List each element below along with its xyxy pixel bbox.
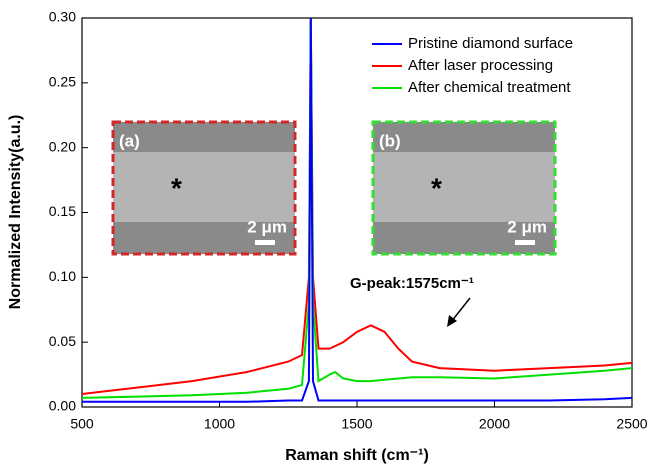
y-tick-label: 0.15 [49,203,76,219]
y-tick-label: 0.05 [49,333,76,349]
x-tick-label: 1000 [204,416,235,432]
legend-label: After chemical treatment [408,79,571,96]
inset-scale: 2 μm [247,217,287,236]
y-tick-label: 0.10 [49,268,76,284]
annotation: G-peak:1575cm⁻¹ [350,275,474,292]
y-tick-label: 0.30 [49,9,76,25]
y-tick-label: 0.25 [49,74,76,90]
chart: Raman shift (cm⁻¹) Normalized Intensity(… [0,0,660,469]
y-tick-label: 0.00 [49,398,76,414]
inset-label: (a) [119,131,140,150]
x-tick-label: 500 [70,416,94,432]
scale-bar [515,240,535,245]
legend-label: Pristine diamond surface [408,35,573,52]
inset-scale: 2 μm [507,217,547,236]
inset-marker: * [171,172,182,203]
scale-bar [255,240,275,245]
inset-label: (b) [379,131,401,150]
x-tick-label: 2000 [479,416,510,432]
x-tick-label: 1500 [341,416,372,432]
x-tick-label: 2500 [616,416,647,432]
x-axis-label: Raman shift (cm⁻¹) [285,447,429,464]
inset-band [113,152,295,222]
annotation-arrow [451,298,470,322]
legend-label: After laser processing [408,57,553,74]
y-axis-label: Normalized Intensity(a.u.) [7,115,24,310]
inset-marker: * [431,172,442,203]
inset-band [373,152,555,222]
y-tick-label: 0.20 [49,138,76,154]
